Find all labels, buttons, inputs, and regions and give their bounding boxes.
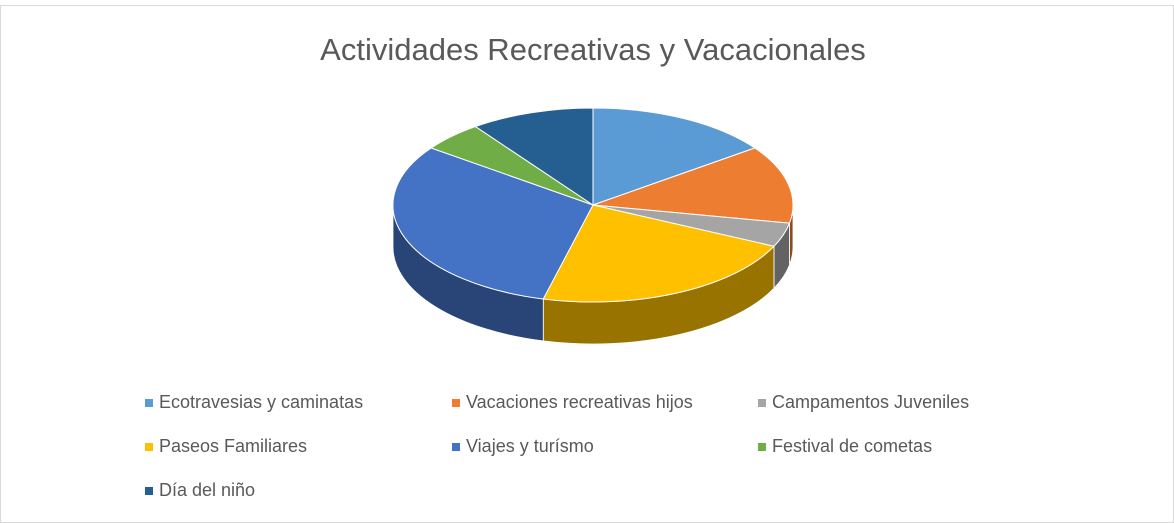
pie-slice xyxy=(542,204,775,303)
legend-label: Festival de cometas xyxy=(772,436,932,456)
legend-swatch xyxy=(145,443,153,451)
pie-slice xyxy=(592,147,794,224)
pie-slice xyxy=(474,107,594,206)
legend-label: Paseos Familiares xyxy=(159,436,307,456)
legend-label: Vacaciones recreativas hijos xyxy=(466,392,693,412)
legend-label: Ecotravesias y caminatas xyxy=(159,392,363,412)
pie-slice xyxy=(592,107,756,206)
legend-swatch xyxy=(145,487,153,495)
legend-swatch xyxy=(758,399,766,407)
legend-swatch xyxy=(452,399,460,407)
legend-label: Día del niño xyxy=(159,480,255,500)
legend-label: Campamentos Juveniles xyxy=(772,392,969,412)
legend-swatch xyxy=(145,399,153,407)
chart-title: Actividades Recreativas y Vacacionales xyxy=(320,32,866,67)
pie-slice xyxy=(392,147,594,300)
legend-swatch xyxy=(758,443,766,451)
legend-swatch xyxy=(452,443,460,451)
legend-label: Viajes y turísmo xyxy=(466,436,594,456)
